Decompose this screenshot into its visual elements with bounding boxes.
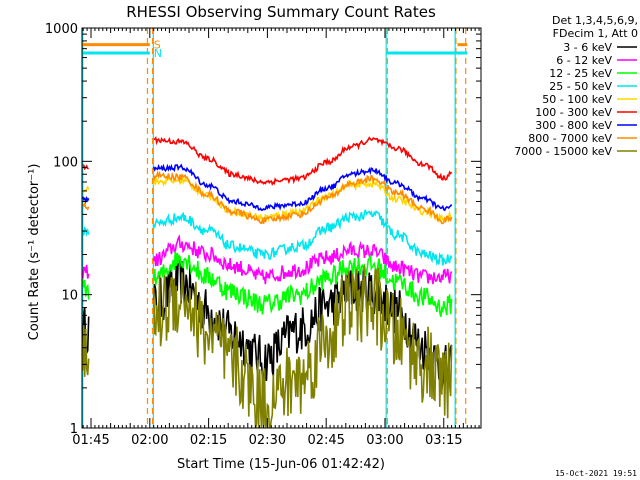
legend-label-7: 300 - 800 keV (535, 119, 612, 132)
series-line-9 (82, 265, 453, 428)
y-axis-label: Count Rate (s⁻¹ detector⁻¹) (27, 164, 42, 341)
series-line-8 (82, 169, 453, 225)
legend-label-8: 800 - 7000 keV (528, 132, 612, 145)
x-tick-label-4: 02:30 (249, 433, 286, 448)
plot-area: SN (82, 28, 468, 428)
legend: Det 1,3,4,5,6,9, FDecim 1, Att 0 3 - 6 k… (514, 14, 638, 158)
legend-label-1: 3 - 6 keV (563, 41, 612, 54)
legend-label-5: 50 - 100 keV (542, 93, 612, 106)
chart-title: RHESSI Observing Summary Count Rates (126, 3, 436, 21)
y-tick-label-4: 1000 (45, 22, 78, 37)
legend-label-4: 25 - 50 keV (549, 80, 612, 93)
flag-label-n: N (154, 47, 162, 60)
flag-label-s: S (154, 39, 161, 52)
x-tick-label-5: 02:45 (307, 433, 344, 448)
x-tick-label-2: 02:00 (131, 433, 168, 448)
series-line-2 (82, 233, 453, 285)
x-tick-label-3: 02:15 (190, 433, 227, 448)
legend-label-3: 12 - 25 keV (549, 67, 612, 80)
legend-label-6: 100 - 300 keV (535, 106, 612, 119)
series-line-6 (82, 135, 453, 187)
y-tick-label-2: 10 (61, 289, 78, 304)
y-tick-label-3: 100 (53, 155, 78, 170)
legend-label-9: 7000 - 15000 keV (514, 145, 612, 158)
plot-frame (81, 27, 482, 429)
footer-date: 15-Oct-2021 19:51 (555, 469, 637, 478)
y-tick-label-1: 1 (70, 422, 78, 437)
legend-header-line-2: FDecim 1, Att 0 (553, 27, 638, 40)
x-tick-label-1: 01:45 (72, 433, 109, 448)
legend-label-2: 6 - 12 keV (556, 54, 612, 67)
x-tick-label-6: 03:00 (366, 433, 403, 448)
x-axis-label: Start Time (15-Jun-06 01:42:42) (177, 457, 385, 472)
series-line-3 (82, 251, 453, 318)
series-line-4 (82, 209, 453, 266)
series-lines (82, 135, 453, 428)
legend-header-line-1: Det 1,3,4,5,6,9, (552, 14, 638, 27)
axes: 1 10 100 1000 01:45 02:00 02:15 02:30 02:45 03:00… (45, 22, 482, 448)
series-line-7 (82, 163, 453, 212)
series-line-5 (82, 175, 453, 224)
x-tick-label-7: 03:15 (425, 433, 462, 448)
